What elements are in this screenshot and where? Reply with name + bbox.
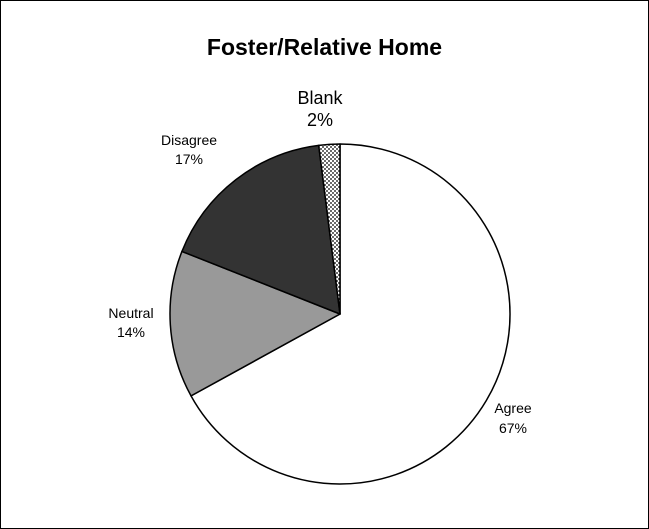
slice-label-neutral: Neutral xyxy=(108,305,153,321)
slice-percent-disagree: 17% xyxy=(175,151,203,167)
slice-percent-blank: 2% xyxy=(307,110,333,130)
pie-slice-disagree xyxy=(181,144,341,315)
pie-slices xyxy=(169,143,511,485)
pie-slice-neutral xyxy=(169,250,341,397)
pie-slice-blank xyxy=(317,143,341,315)
pie-slice-agree xyxy=(190,143,511,485)
slice-label-disagree: Disagree xyxy=(161,132,217,148)
slice-label-blank: Blank xyxy=(297,88,343,108)
slice-percent-neutral: 14% xyxy=(117,324,145,340)
slice-percent-agree: 67% xyxy=(499,420,527,436)
chart-title: Foster/Relative Home xyxy=(206,34,443,60)
slice-label-agree: Agree xyxy=(494,400,532,416)
